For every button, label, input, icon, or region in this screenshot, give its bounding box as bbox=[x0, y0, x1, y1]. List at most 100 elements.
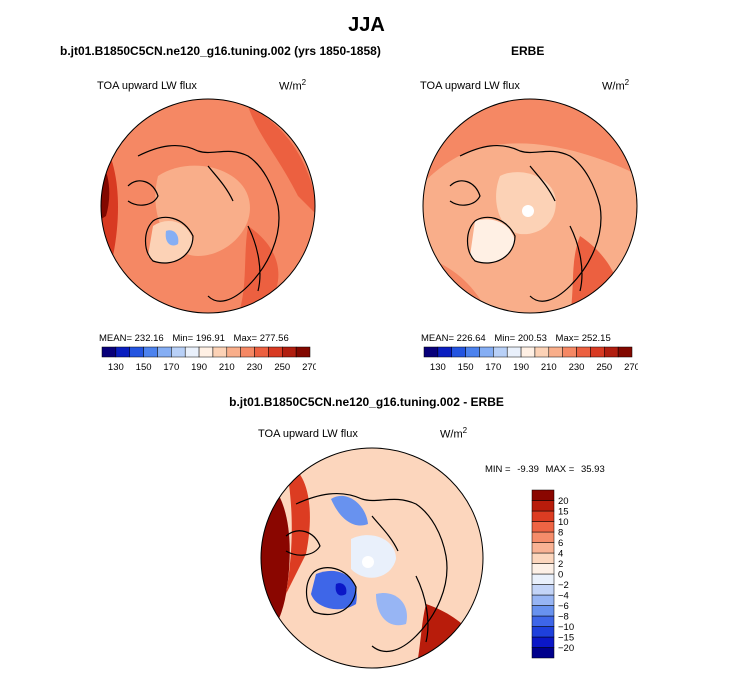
diff-colorbar-swatch bbox=[531, 636, 555, 648]
model-map-boundary bbox=[100, 98, 316, 314]
model-colorbar-tick-label: 130 bbox=[108, 362, 124, 373]
diff-colorbar-tick-label: 8 bbox=[558, 528, 563, 539]
obs-mean-label: MEAN= bbox=[421, 333, 454, 344]
obs-colorbar-swatch bbox=[576, 346, 591, 358]
model-colorbar-swatch bbox=[171, 346, 186, 358]
diff-colorbar-tick-label: −4 bbox=[558, 591, 569, 602]
model-colorbar-swatch bbox=[198, 346, 214, 358]
diff-field-cool-greenland bbox=[311, 570, 357, 610]
diff-min-label: MIN = bbox=[485, 464, 511, 475]
obs-colorbar-swatch bbox=[479, 346, 494, 358]
diff-colorbar-swatch bbox=[531, 605, 555, 617]
obs-colorbar-swatch bbox=[562, 346, 577, 358]
obs-colorbar-swatch bbox=[451, 346, 466, 358]
diff-min-value: -9.39 bbox=[517, 464, 539, 475]
diff-colorbar-swatch bbox=[531, 647, 555, 659]
model-colorbar-swatch bbox=[226, 346, 241, 358]
diff-coastlines bbox=[285, 493, 448, 653]
diff-colorbar-tick-label: 20 bbox=[558, 496, 569, 507]
diff-colorbar-swatch bbox=[531, 626, 555, 638]
diff-field-warm-west bbox=[286, 464, 310, 594]
diff-field-cool-north bbox=[331, 495, 368, 526]
diff-colorbar-swatch bbox=[531, 500, 555, 512]
obs-colorbar-tick-label: 270 bbox=[624, 362, 638, 373]
obs-units-base: W/m bbox=[602, 80, 625, 93]
obs-map-boundary bbox=[422, 98, 638, 314]
obs-units: W/m2 bbox=[602, 78, 629, 93]
diff-map-boundary bbox=[260, 447, 484, 669]
model-min-value: 196.91 bbox=[195, 333, 225, 344]
obs-field-pole-gap bbox=[522, 205, 534, 217]
diff-colorbar-swatch bbox=[531, 542, 555, 554]
model-colorbar-tick-label: 150 bbox=[136, 362, 152, 373]
model-field-warm-south bbox=[238, 226, 279, 313]
main-title: JJA bbox=[348, 14, 385, 36]
diff-colorbar-tick-label: −8 bbox=[558, 612, 569, 623]
obs-colorbar-tick-label: 190 bbox=[513, 362, 529, 373]
diff-units: W/m2 bbox=[440, 426, 467, 441]
model-units-base: W/m bbox=[279, 80, 302, 93]
obs-colorbar-swatch bbox=[465, 346, 480, 358]
model-colorbar-swatch bbox=[115, 346, 130, 358]
diff-colorbar-swatch bbox=[531, 584, 555, 596]
obs-run-title: ERBE bbox=[511, 44, 545, 58]
obs-colorbar-swatch bbox=[493, 346, 508, 358]
model-units-exp: 2 bbox=[301, 78, 307, 87]
model-min-label: Min= bbox=[172, 333, 194, 344]
diff-colorbar-swatch bbox=[531, 489, 555, 501]
model-run-title: b.jt01.B1850C5CN.ne120_g16.tuning.002 (y… bbox=[60, 44, 381, 58]
model-field-warm-east bbox=[248, 106, 315, 216]
obs-min-value: 200.53 bbox=[517, 333, 547, 344]
diff-colorbar-swatch bbox=[531, 521, 555, 533]
diff-colorbar-tick-label: −15 bbox=[558, 633, 574, 644]
obs-colorbar-swatch bbox=[548, 346, 563, 358]
obs-mean-value: 226.64 bbox=[456, 333, 486, 344]
model-colorbar-swatch bbox=[268, 346, 283, 358]
obs-colorbar-swatch bbox=[590, 346, 605, 358]
diff-colorbar-tick-label: −6 bbox=[558, 601, 569, 612]
diff-field-cool-east bbox=[376, 593, 407, 626]
obs-stats: MEAN= 226.64 Min= 200.53 Max= 252.15 bbox=[421, 333, 611, 344]
obs-colorbar-tick-label: 210 bbox=[541, 362, 557, 373]
model-mean-value: 232.16 bbox=[134, 333, 164, 344]
obs-field-arctic bbox=[496, 172, 556, 235]
diff-field-pole-gap bbox=[362, 556, 374, 568]
model-colorbar-swatch bbox=[212, 346, 228, 358]
diff-colorbar-tick-label: 0 bbox=[558, 570, 563, 581]
diff-colorbar-swatch bbox=[531, 615, 555, 627]
obs-field-warm-north bbox=[423, 99, 637, 186]
diff-colorbar-tick-label: −10 bbox=[558, 622, 574, 633]
obs-colorbar-swatch bbox=[520, 346, 536, 358]
obs-variable-label: TOA upward LW flux bbox=[420, 80, 520, 92]
model-colorbar-swatch bbox=[143, 346, 158, 358]
model-colorbar-swatch bbox=[282, 346, 297, 358]
model-colorbar-tick-label: 270 bbox=[302, 362, 316, 373]
obs-polar-map bbox=[422, 98, 638, 314]
obs-field-greenland bbox=[470, 219, 515, 264]
diff-colorbar-swatch bbox=[531, 510, 555, 522]
model-variable-label: TOA upward LW flux bbox=[97, 80, 197, 92]
obs-coastlines bbox=[449, 145, 602, 302]
obs-units-exp: 2 bbox=[624, 78, 630, 87]
obs-colorbar-swatch bbox=[506, 346, 522, 358]
model-colorbar-swatch bbox=[295, 346, 311, 358]
model-colorbar-swatch bbox=[240, 346, 255, 358]
obs-colorbar-swatch bbox=[437, 346, 452, 358]
model-colorbar-swatch bbox=[101, 346, 117, 358]
obs-min-label: Min= bbox=[494, 333, 516, 344]
diff-colorbar-swatch bbox=[531, 563, 555, 575]
model-field-min-region bbox=[165, 230, 179, 246]
obs-colorbar-tick-label: 170 bbox=[485, 362, 501, 373]
diff-colorbar-swatch bbox=[531, 573, 555, 585]
diff-colorbar-tick-label: 4 bbox=[558, 549, 563, 560]
diff-colorbar-tick-label: −2 bbox=[558, 580, 569, 591]
model-max-value: 277.56 bbox=[259, 333, 289, 344]
obs-max-label: Max= bbox=[555, 333, 580, 344]
model-colorbar-tick-label: 250 bbox=[274, 362, 290, 373]
obs-colorbar-swatch bbox=[617, 346, 633, 358]
obs-colorbar-tick-label: 250 bbox=[596, 362, 612, 373]
diff-colorbar-swatch bbox=[531, 552, 555, 564]
diff-colorbar-swatch bbox=[531, 531, 555, 543]
model-stats: MEAN= 232.16 Min= 196.91 Max= 277.56 bbox=[99, 333, 289, 344]
diff-polar-map bbox=[260, 447, 484, 669]
